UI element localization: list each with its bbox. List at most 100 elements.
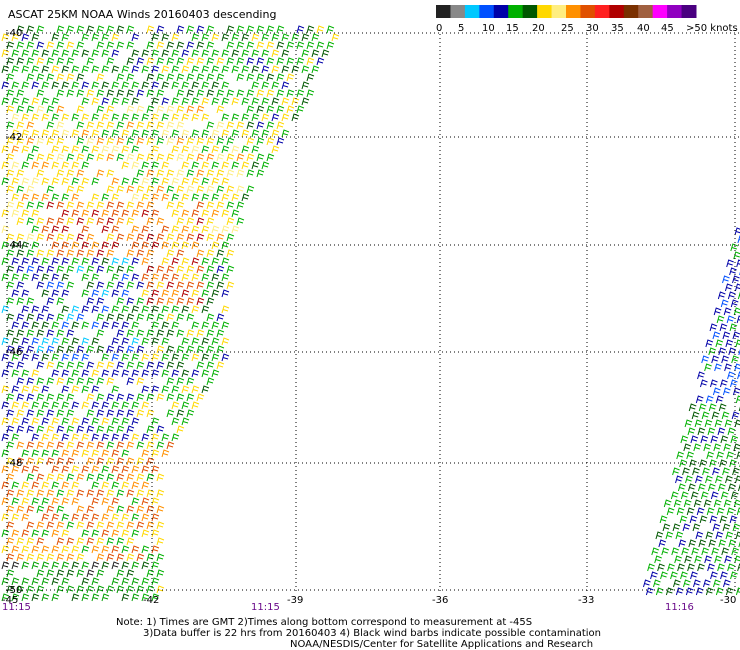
wind-barb xyxy=(51,97,60,106)
wind-barb xyxy=(176,281,185,290)
wind-barb xyxy=(101,529,110,538)
wind-barb xyxy=(81,33,90,42)
wind-barb xyxy=(61,49,70,58)
wind-barb xyxy=(141,529,150,538)
legend-swatch xyxy=(493,5,509,18)
wind-barb xyxy=(156,441,165,450)
wind-barb xyxy=(56,281,65,290)
wind-barb xyxy=(41,193,50,202)
wind-barb xyxy=(196,153,205,162)
wind-barb xyxy=(71,145,80,154)
wind-barb xyxy=(126,569,135,578)
wind-barb xyxy=(705,395,714,404)
wind-barb xyxy=(101,401,110,410)
wind-barb xyxy=(41,321,50,330)
wind-barb xyxy=(191,321,200,330)
wind-barb xyxy=(136,105,145,114)
wind-barb xyxy=(111,97,120,106)
wind-barb xyxy=(181,353,190,362)
wind-barb xyxy=(697,563,705,572)
wind-barb xyxy=(81,209,90,218)
wind-barb xyxy=(226,41,235,50)
wind-barb xyxy=(715,395,724,404)
wind-barb xyxy=(231,161,240,170)
wind-barb xyxy=(161,193,170,202)
wind-barb xyxy=(727,291,736,300)
wind-barb xyxy=(36,537,45,546)
wind-barb xyxy=(126,425,135,434)
wind-barb xyxy=(16,537,25,546)
wind-barb xyxy=(1,577,10,586)
wind-barb xyxy=(186,137,195,146)
wind-barb xyxy=(91,113,100,122)
wind-barb xyxy=(71,81,80,90)
wind-barb xyxy=(156,137,165,146)
wind-barb xyxy=(21,385,30,394)
wind-barb xyxy=(705,587,714,596)
wind-barb xyxy=(11,273,20,282)
wind-barb xyxy=(121,257,130,266)
wind-barb xyxy=(196,201,205,210)
wind-barb xyxy=(76,425,85,434)
wind-barb xyxy=(106,313,115,322)
wind-barb xyxy=(728,539,737,548)
wind-barb xyxy=(41,49,50,58)
wind-barb xyxy=(735,395,740,404)
wind-barb xyxy=(116,137,125,146)
wind-barb xyxy=(141,513,150,522)
wind-barb xyxy=(266,105,275,114)
wind-barb xyxy=(191,81,200,90)
wind-barb xyxy=(281,97,290,106)
wind-barb xyxy=(166,185,175,194)
wind-barb xyxy=(81,273,90,282)
wind-barb xyxy=(156,505,165,514)
wind-barb xyxy=(31,321,40,330)
wind-barb xyxy=(86,505,95,514)
wind-barb xyxy=(136,57,145,66)
wind-barb xyxy=(46,457,55,466)
wind-barb xyxy=(241,129,250,138)
wind-barb xyxy=(116,329,125,338)
wind-barb xyxy=(51,449,60,458)
wind-barb xyxy=(81,49,90,58)
wind-barb xyxy=(695,587,704,596)
wind-barb xyxy=(41,545,50,554)
wind-barb xyxy=(689,459,697,468)
wind-barb xyxy=(191,225,200,234)
wind-barb xyxy=(21,305,30,314)
wind-barb xyxy=(191,241,200,250)
wind-barb xyxy=(121,65,130,74)
wind-barb xyxy=(701,355,709,364)
wind-barb xyxy=(106,441,115,450)
wind-barb xyxy=(86,409,95,418)
wind-barb xyxy=(1,177,10,186)
wind-barb xyxy=(11,81,20,90)
wind-barb xyxy=(36,25,45,34)
wind-barb xyxy=(101,433,110,442)
wind-barb xyxy=(181,81,190,90)
wind-barb xyxy=(21,241,30,250)
wind-barb xyxy=(86,265,95,274)
wind-barb xyxy=(176,313,185,322)
wind-barb xyxy=(6,489,15,498)
wind-barb xyxy=(206,185,215,194)
wind-barb xyxy=(26,105,35,114)
wind-barb xyxy=(61,465,70,474)
wind-barb xyxy=(51,241,60,250)
wind-barb xyxy=(56,169,65,178)
wind-barb xyxy=(146,553,155,562)
wind-barb xyxy=(76,105,85,114)
wind-barb xyxy=(306,57,315,66)
wind-barb xyxy=(36,329,45,338)
wind-barb xyxy=(161,241,170,250)
wind-barb xyxy=(131,577,140,586)
wind-barb xyxy=(216,73,225,82)
wind-barb xyxy=(697,427,706,436)
wind-barb xyxy=(86,281,95,290)
wind-barb xyxy=(191,305,200,314)
wind-barb xyxy=(700,491,709,500)
wind-barb xyxy=(61,305,70,314)
wind-barb xyxy=(96,457,105,466)
wind-barb xyxy=(216,137,225,146)
wind-barb xyxy=(116,505,125,514)
